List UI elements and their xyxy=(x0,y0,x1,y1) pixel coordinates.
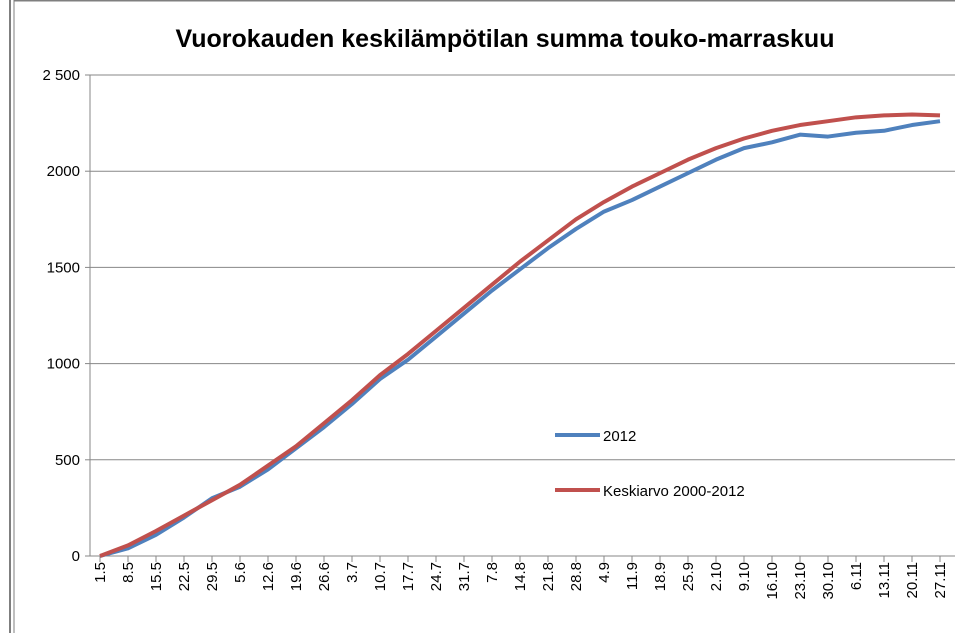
y-tick-label: 500 xyxy=(55,452,80,469)
x-tick-label: 23.10 xyxy=(792,562,809,600)
x-tick-label: 21.8 xyxy=(540,562,557,591)
x-tick-label: 2.10 xyxy=(708,562,725,591)
x-tick-label: 15.5 xyxy=(148,562,165,591)
y-tick-label: 1500 xyxy=(47,259,80,276)
x-tick-label: 24.7 xyxy=(428,562,445,591)
x-tick-label: 7.8 xyxy=(484,562,501,583)
legend-label: Keskiarvo 2000-2012 xyxy=(603,483,745,500)
x-tick-label: 16.10 xyxy=(764,562,781,600)
x-tick-label: 8.5 xyxy=(120,562,137,583)
x-tick-label: 20.11 xyxy=(904,562,921,598)
x-tick-label: 5.6 xyxy=(232,562,249,583)
x-tick-label: 19.6 xyxy=(288,562,305,591)
x-tick-label: 10.7 xyxy=(372,562,389,591)
x-tick-label: 6.11 xyxy=(848,562,865,590)
x-tick-label: 27.11 xyxy=(932,562,949,598)
x-tick-label: 1.5 xyxy=(92,562,109,583)
x-tick-label: 30.10 xyxy=(820,562,837,600)
x-tick-label: 3.7 xyxy=(344,562,361,583)
y-tick-label: 0 xyxy=(72,548,80,565)
y-tick-label: 2000 xyxy=(47,163,80,180)
x-tick-label: 22.5 xyxy=(176,562,193,591)
x-tick-label: 18.9 xyxy=(652,562,669,591)
x-tick-label: 29.5 xyxy=(204,562,221,591)
x-tick-label: 26.6 xyxy=(316,562,333,591)
x-tick-label: 11.9 xyxy=(624,562,641,590)
x-tick-label: 31.7 xyxy=(456,562,473,591)
series-line xyxy=(99,112,941,558)
x-tick-label: 25.9 xyxy=(680,562,697,591)
x-tick-label: 28.8 xyxy=(568,562,585,591)
x-tick-label: 12.6 xyxy=(260,562,277,591)
x-tick-label: 13.11 xyxy=(876,562,893,598)
y-tick-label: 1000 xyxy=(47,356,80,373)
x-tick-label: 9.10 xyxy=(736,562,753,591)
x-tick-label: 17.7 xyxy=(400,562,417,591)
x-tick-label: 14.8 xyxy=(512,562,529,591)
legend-label: 2012 xyxy=(603,428,636,445)
x-tick-label: 4.9 xyxy=(596,562,613,583)
y-tick-label: 2 500 xyxy=(42,67,80,84)
chart-title: Vuorokauden keskilämpötilan summa touko-… xyxy=(176,25,835,53)
